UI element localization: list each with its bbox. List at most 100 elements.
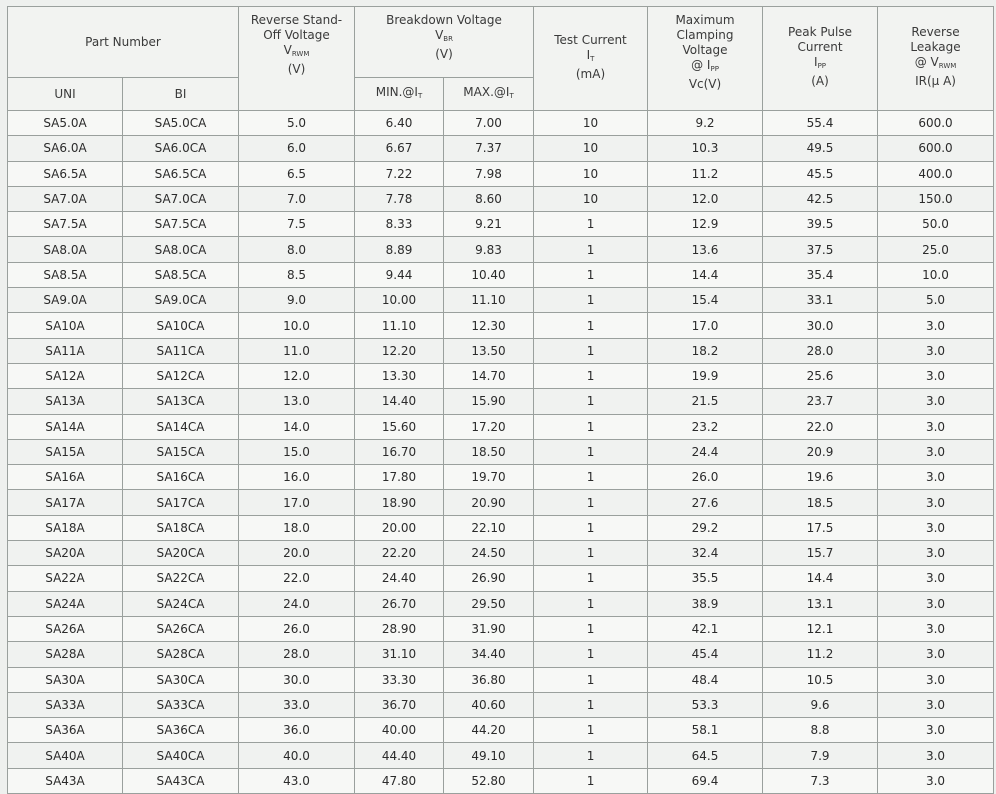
cell-reverse-leakage: 600.0	[877, 109, 995, 137]
table-header: Part Number Reverse Stand- Off Voltage V…	[7, 6, 995, 111]
cell-breakdown-min: 26.70	[354, 590, 444, 617]
cell-standoff-voltage: 15.0	[238, 438, 355, 466]
cell-test-current: 1	[533, 767, 649, 794]
cell-breakdown-max: 14.70	[442, 362, 535, 390]
cell-clamping-voltage: 58.1	[647, 717, 764, 744]
cell-uni-part: SA5.0A	[7, 109, 123, 137]
table-row: SA16A SA16CA 16.0 17.80 19.70 1 26.0 19.6 3.0	[7, 464, 995, 491]
cell-reverse-leakage: 3.0	[877, 413, 995, 440]
cell-test-current: 1	[533, 211, 649, 238]
cell-uni-part: SA26A	[7, 615, 123, 643]
cell-reverse-leakage: 3.0	[877, 362, 995, 390]
cell-uni-part: SA7.5A	[7, 211, 123, 238]
cell-standoff-voltage: 13.0	[238, 388, 355, 415]
cell-peak-pulse-current: 8.8	[762, 717, 879, 744]
clamping-line4: @ IPP	[691, 58, 719, 73]
cell-clamping-voltage: 9.2	[647, 109, 764, 137]
cell-clamping-voltage: 24.4	[647, 438, 764, 466]
cell-peak-pulse-current: 7.9	[762, 742, 879, 769]
standoff-line2: Off Voltage	[263, 28, 330, 42]
cell-bi-part: SA30CA	[122, 666, 239, 693]
cell-clamping-voltage: 17.0	[647, 312, 764, 339]
cell-breakdown-min: 18.90	[354, 489, 444, 516]
cell-peak-pulse-current: 28.0	[762, 337, 879, 364]
cell-peak-pulse-current: 37.5	[762, 236, 879, 263]
cell-standoff-voltage: 20.0	[238, 540, 355, 567]
cell-reverse-leakage: 150.0	[877, 185, 995, 213]
cell-standoff-voltage: 8.5	[238, 261, 355, 289]
cell-bi-part: SA8.0CA	[122, 236, 239, 263]
cell-uni-part: SA13A	[7, 388, 123, 415]
header-breakdown-min: MIN.@IT	[354, 77, 444, 111]
cell-clamping-voltage: 13.6	[647, 236, 764, 263]
cell-bi-part: SA36CA	[122, 717, 239, 744]
cell-peak-pulse-current: 18.5	[762, 489, 879, 516]
cell-bi-part: SA6.0CA	[122, 135, 239, 162]
cell-breakdown-max: 31.90	[442, 615, 535, 643]
cell-peak-pulse-current: 22.0	[762, 413, 879, 440]
cell-breakdown-min: 12.20	[354, 337, 444, 364]
cell-standoff-voltage: 7.5	[238, 211, 355, 238]
table-row: SA43A SA43CA 43.0 47.80 52.80 1 69.4 7.3 3.0	[7, 767, 995, 794]
cell-breakdown-min: 14.40	[354, 388, 444, 415]
cell-breakdown-max: 7.00	[442, 109, 535, 137]
cell-test-current: 1	[533, 236, 649, 263]
cell-uni-part: SA36A	[7, 717, 123, 744]
cell-breakdown-min: 6.40	[354, 109, 444, 137]
table-row: SA9.0A SA9.0CA 9.0 10.00 11.10 1 15.4 33.1 5.0	[7, 287, 995, 314]
cell-uni-part: SA14A	[7, 413, 123, 440]
cell-uni-part: SA8.0A	[7, 236, 123, 263]
cell-uni-part: SA30A	[7, 666, 123, 693]
cell-breakdown-min: 6.67	[354, 135, 444, 162]
cell-breakdown-max: 36.80	[442, 666, 535, 693]
cell-breakdown-max: 22.10	[442, 514, 535, 542]
cell-reverse-leakage: 3.0	[877, 540, 995, 567]
table-row: SA24A SA24CA 24.0 26.70 29.50 1 38.9 13.1 3.0	[7, 590, 995, 617]
table-row: SA12A SA12CA 12.0 13.30 14.70 1 19.9 25.6 3.0	[7, 362, 995, 390]
table-row: SA15A SA15CA 15.0 16.70 18.50 1 24.4 20.9 3.0	[7, 438, 995, 466]
cell-breakdown-min: 31.10	[354, 641, 444, 668]
cell-reverse-leakage: 25.0	[877, 236, 995, 263]
cell-uni-part: SA7.0A	[7, 185, 123, 213]
cell-breakdown-min: 17.80	[354, 464, 444, 491]
cell-peak-pulse-current: 23.7	[762, 388, 879, 415]
cell-test-current: 1	[533, 464, 649, 491]
table-row: SA11A SA11CA 11.0 12.20 13.50 1 18.2 28.0 3.0	[7, 337, 995, 364]
cell-peak-pulse-current: 11.2	[762, 641, 879, 668]
cell-bi-part: SA26CA	[122, 615, 239, 643]
cell-clamping-voltage: 69.4	[647, 767, 764, 794]
cell-test-current: 1	[533, 337, 649, 364]
cell-breakdown-max: 7.37	[442, 135, 535, 162]
cell-breakdown-min: 28.90	[354, 615, 444, 643]
cell-reverse-leakage: 3.0	[877, 767, 995, 794]
cell-breakdown-min: 24.40	[354, 565, 444, 592]
cell-uni-part: SA9.0A	[7, 287, 123, 314]
cell-standoff-voltage: 8.0	[238, 236, 355, 263]
cell-standoff-voltage: 7.0	[238, 185, 355, 213]
cell-uni-part: SA15A	[7, 438, 123, 466]
cell-bi-part: SA17CA	[122, 489, 239, 516]
cell-clamping-voltage: 12.0	[647, 185, 764, 213]
table-row: SA17A SA17CA 17.0 18.90 20.90 1 27.6 18.5 3.0	[7, 489, 995, 516]
cell-uni-part: SA33A	[7, 691, 123, 719]
header-peak-pulse: Peak Pulse Current IPP (A)	[762, 6, 879, 111]
cell-uni-part: SA28A	[7, 641, 123, 668]
standoff-line1: Reverse Stand-	[250, 13, 343, 27]
cell-breakdown-min: 13.30	[354, 362, 444, 390]
cell-test-current: 1	[533, 641, 649, 668]
cell-bi-part: SA24CA	[122, 590, 239, 617]
cell-clamping-voltage: 42.1	[647, 615, 764, 643]
tvs-spec-table: Part Number Reverse Stand- Off Voltage V…	[7, 6, 995, 794]
cell-breakdown-max: 15.90	[442, 388, 535, 415]
cell-reverse-leakage: 600.0	[877, 135, 995, 162]
cell-uni-part: SA24A	[7, 590, 123, 617]
cell-breakdown-min: 33.30	[354, 666, 444, 693]
cell-reverse-leakage: 3.0	[877, 666, 995, 693]
cell-standoff-voltage: 43.0	[238, 767, 355, 794]
cell-standoff-voltage: 6.5	[238, 160, 355, 187]
cell-bi-part: SA7.5CA	[122, 211, 239, 238]
cell-breakdown-min: 36.70	[354, 691, 444, 719]
cell-test-current: 1	[533, 489, 649, 516]
cell-bi-part: SA28CA	[122, 641, 239, 668]
cell-clamping-voltage: 11.2	[647, 160, 764, 187]
